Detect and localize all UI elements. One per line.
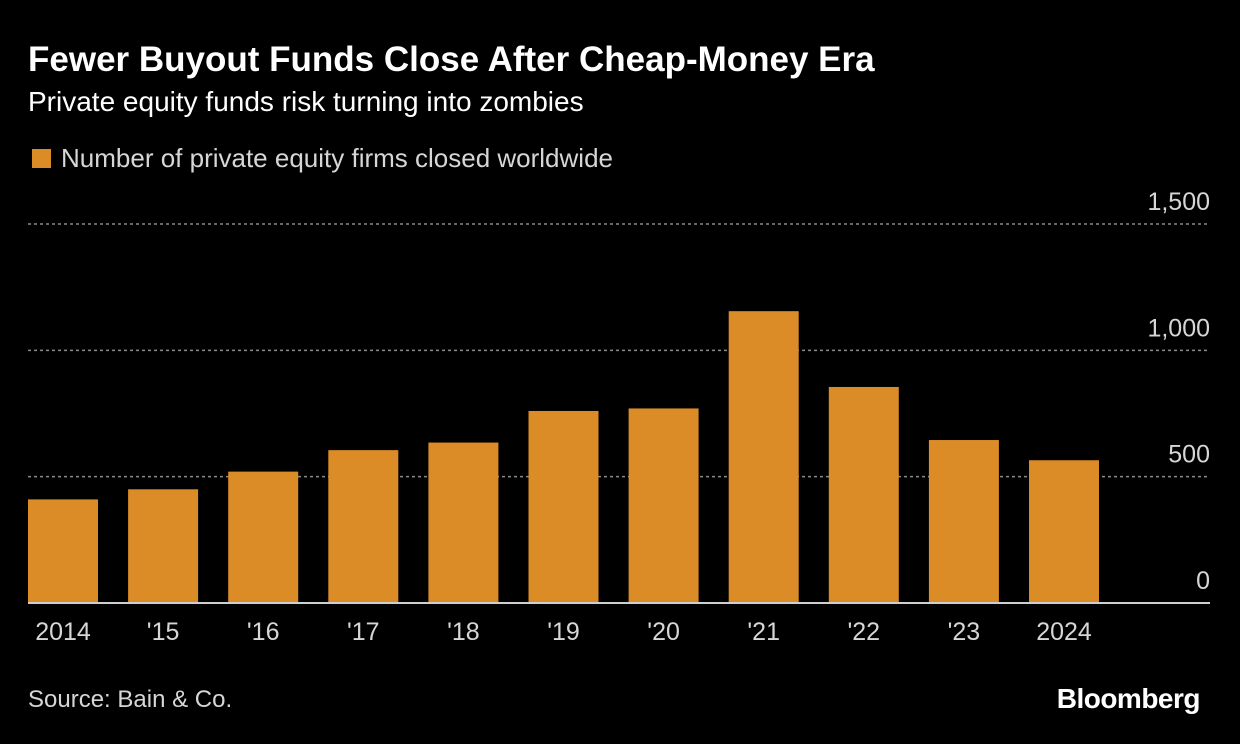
y-tick-label: 1,500	[1147, 188, 1210, 216]
x-tick-label: 2024	[1036, 618, 1092, 646]
bar	[28, 499, 98, 603]
legend-label: Number of private equity firms closed wo…	[61, 143, 613, 173]
bar	[328, 450, 399, 603]
bar	[928, 440, 999, 603]
x-tick-label: 2014	[35, 618, 91, 646]
y-tick-label: 1,000	[1147, 314, 1210, 342]
legend-swatch	[32, 149, 51, 168]
chart-subtitle: Private equity funds risk turning into z…	[28, 86, 584, 117]
bars	[28, 311, 1099, 603]
bar	[1029, 460, 1099, 603]
bar	[628, 408, 699, 603]
gridlines	[28, 223, 1210, 478]
legend: Number of private equity firms closed wo…	[32, 143, 613, 174]
bar	[728, 311, 799, 603]
bar	[228, 471, 299, 603]
bar	[828, 386, 899, 603]
bloomberg-logo: Bloomberg	[1056, 683, 1201, 714]
x-tick-label: '20	[647, 618, 680, 646]
x-tick-label: '17	[347, 618, 380, 646]
bar	[528, 410, 599, 603]
x-tick-label: '15	[147, 618, 180, 646]
x-tick-label: '22	[848, 618, 881, 646]
source-note: Source: Bain & Co.	[28, 686, 233, 713]
chart-title: Fewer Buyout Funds Close After Cheap-Mon…	[28, 40, 875, 79]
y-tick-label: 0	[1196, 567, 1210, 595]
bar	[428, 442, 499, 603]
x-tick-label: '23	[948, 618, 981, 646]
x-tick-label: '19	[547, 618, 580, 646]
y-tick-label: 500	[1168, 441, 1210, 469]
x-tick-label: '21	[747, 618, 780, 646]
axes: 0 500 1,000 1,500 2014 '15 '16 '17 '18 '19 '20 '21 '…	[28, 188, 1210, 646]
bar	[128, 489, 199, 603]
x-tick-label: '16	[247, 618, 280, 646]
x-tick-label: '18	[447, 618, 480, 646]
